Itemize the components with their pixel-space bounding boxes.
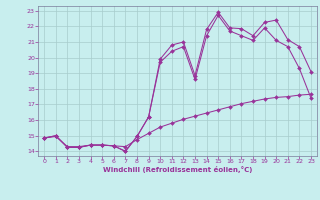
X-axis label: Windchill (Refroidissement éolien,°C): Windchill (Refroidissement éolien,°C) [103,166,252,173]
